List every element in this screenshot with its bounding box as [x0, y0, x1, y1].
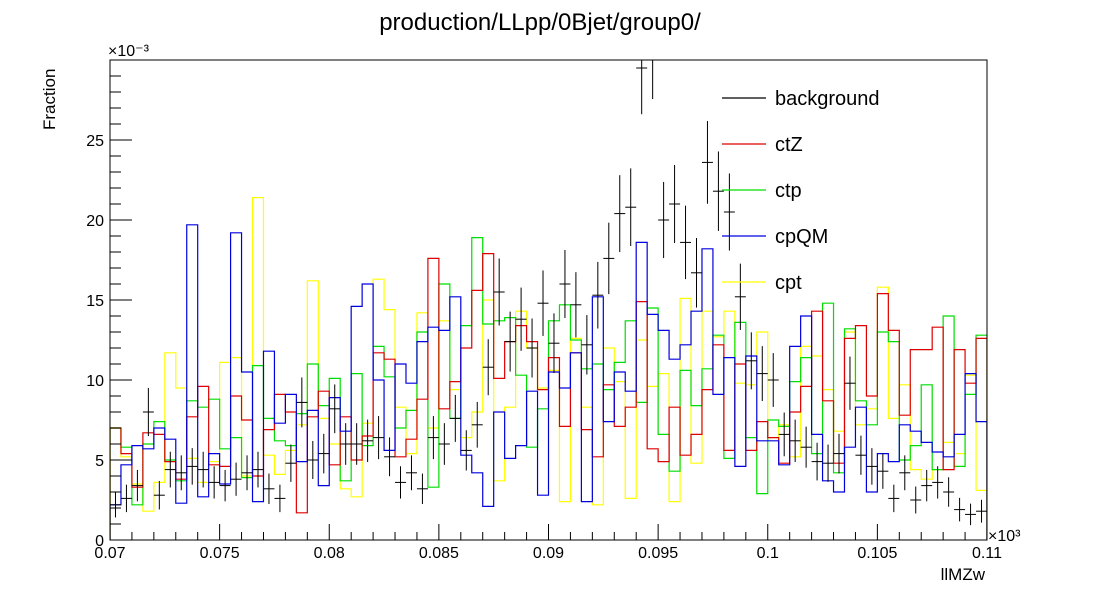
axes: 0.07 0.075 0.08 0.085 0.09 0.095 0.1 0.105 0.11 0… [86, 59, 1002, 562]
y-tick-label: 10 [86, 373, 104, 390]
x-tick-label: 0.085 [419, 545, 459, 562]
y-axis-multiplier: ×10⁻³ [108, 43, 150, 60]
chart-title: production/LLpp/0Bjet/group0/ [379, 9, 701, 36]
x-tick-label: 0.1 [757, 545, 779, 562]
y-tick-label: 25 [86, 133, 104, 150]
x-tick-label: 0.075 [200, 545, 240, 562]
y-tick-label: 5 [95, 453, 104, 470]
y-tick-label: 15 [86, 293, 104, 310]
x-tick-label: 0.08 [314, 545, 345, 562]
x-tick-label: 0.105 [857, 545, 897, 562]
legend: background ctZ ctp cpQM cpt [722, 88, 880, 294]
x-tick-label: 0.11 [972, 545, 1002, 562]
x-tick-label: 0.095 [638, 545, 678, 562]
y-tick-label: 20 [86, 213, 104, 230]
series-background [110, 60, 987, 526]
series-cpQM-line [110, 224, 987, 540]
legend-label-cpQM: cpQM [775, 226, 828, 248]
legend-label-cpt: cpt [775, 272, 802, 294]
y-tick-label: 0 [95, 533, 104, 550]
x-axis-multiplier: ×10³ [988, 528, 1021, 545]
plot-area [110, 60, 987, 540]
legend-label-ctp: ctp [775, 180, 802, 202]
legend-label-ctZ: ctZ [775, 134, 803, 156]
x-axis-title: llMZw [941, 565, 986, 584]
legend-label-background: background [775, 88, 880, 110]
y-axis-title: Fraction [40, 69, 59, 130]
x-tick-label: 0.09 [533, 545, 564, 562]
x-tick-label: 0.07 [94, 545, 125, 562]
